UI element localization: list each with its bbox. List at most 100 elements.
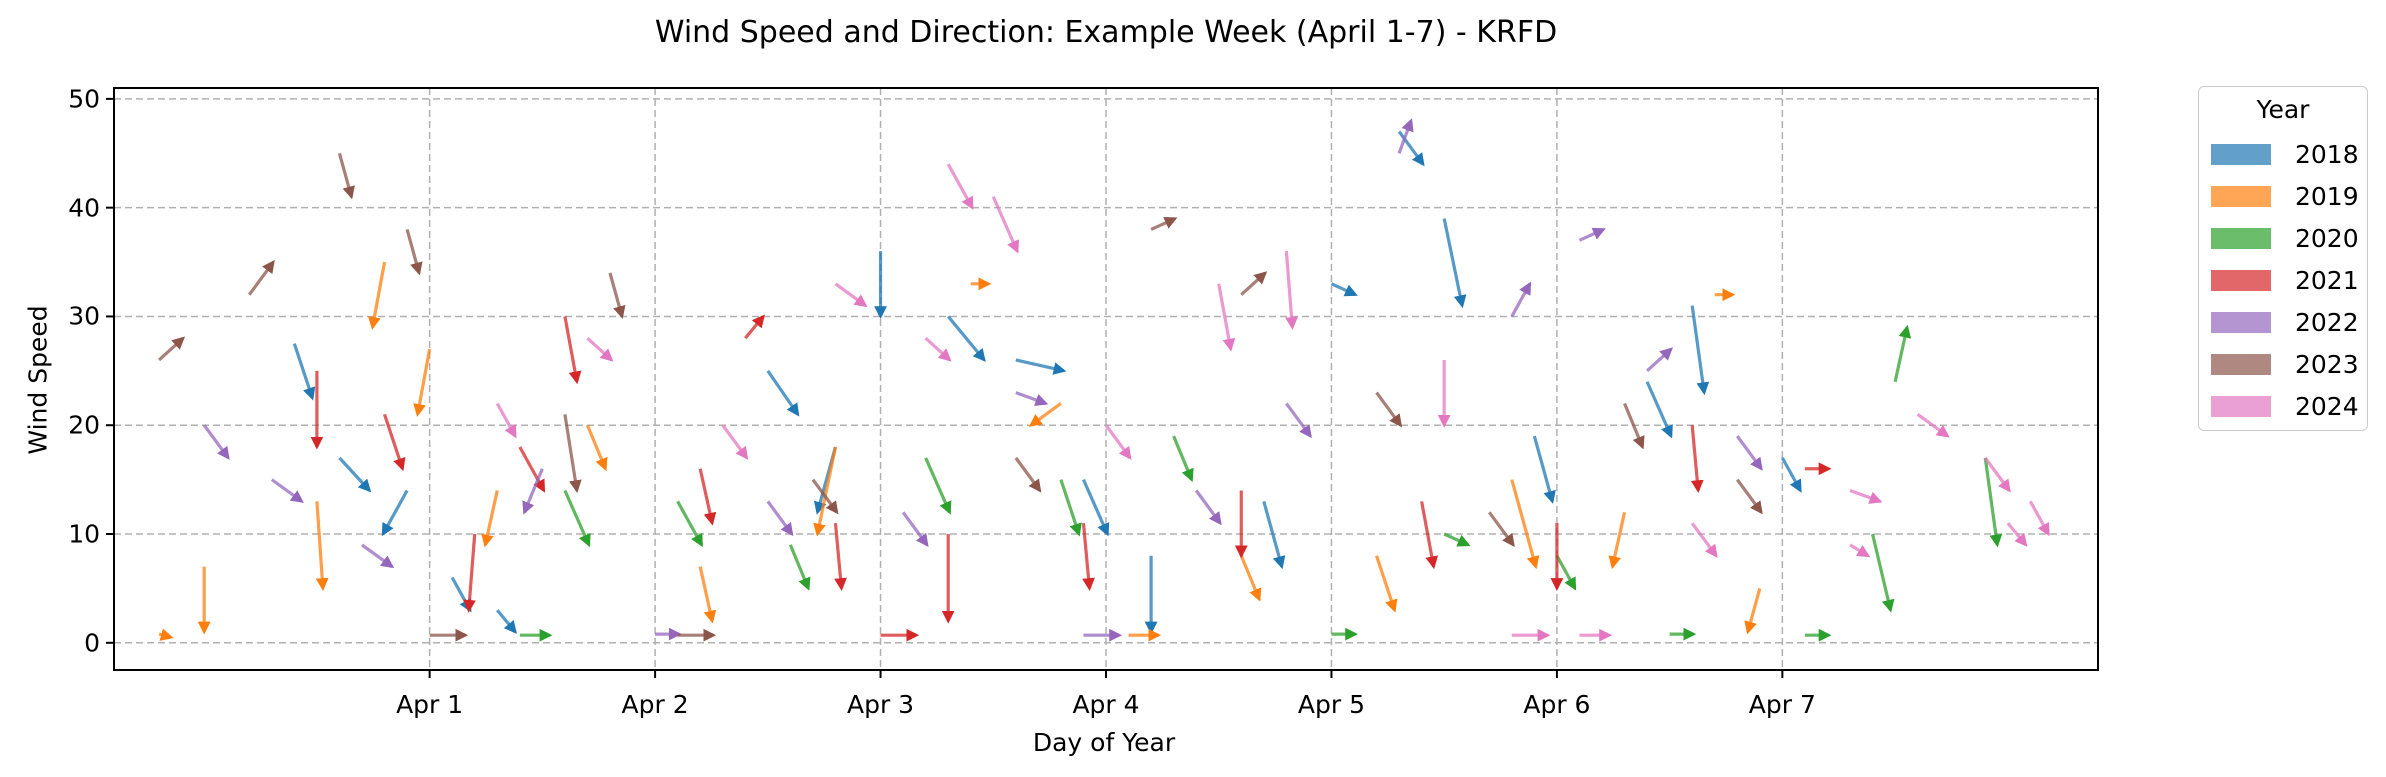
wind-arrow-2022: [766, 500, 794, 537]
legend-item-2020: 2020: [2199, 217, 2367, 259]
y-tick-label: 50: [68, 84, 100, 114]
wind-arrow-2020: [1870, 533, 1895, 613]
wind-arrow-2022: [270, 478, 304, 503]
wind-arrow-2022: [1510, 281, 1532, 318]
wind-arrow-2021: [1420, 501, 1439, 570]
y-tick-label: 40: [68, 193, 100, 223]
x-tick-label: Apr 1: [396, 690, 464, 719]
wind-arrow-2020: [1172, 435, 1194, 482]
y-axis-title: Wind Speed: [23, 305, 53, 455]
legend-label: 2023: [2295, 349, 2359, 379]
wind-arrow-2018: [766, 369, 800, 417]
wind-arrow-2023: [563, 414, 582, 494]
wind-arrow-2024: [2028, 500, 2050, 537]
wind-arrow-2023: [405, 228, 423, 276]
x-tick-label: Apr 5: [1297, 690, 1366, 719]
legend-label: 2018: [2295, 139, 2359, 169]
wind-arrow-2023: [811, 478, 839, 515]
x-axis-title: Day of Year: [1032, 728, 1176, 757]
legend-swatch: [2211, 143, 2271, 165]
wind-arrow-2018: [946, 315, 986, 362]
legend-item-2018: 2018: [2199, 133, 2367, 175]
wind-arrow-2022: [1015, 391, 1049, 407]
legend-label: 2020: [2295, 223, 2359, 253]
wind-arrow-2018: [1442, 218, 1467, 309]
x-tick-label: Apr 6: [1523, 690, 1591, 719]
wind-arrow-2018: [1645, 381, 1673, 439]
wind-arrow-2024: [1104, 424, 1132, 460]
legend-items: 2018 2019 2020 2021 2022 2023 2024: [2199, 133, 2367, 427]
wind-arrow-2021: [744, 314, 765, 340]
wind-arrow-2018: [1690, 305, 1710, 396]
wind-arrow-2020: [1059, 479, 1082, 537]
wind-arrow-2019: [1744, 587, 1762, 635]
wind-arrow-2024: [1849, 543, 1871, 558]
wind-arrow-2018: [1397, 130, 1425, 167]
chart-title: Wind Speed and Direction: Example Week (…: [654, 15, 1558, 50]
wind-arrow-2024: [1916, 413, 1950, 438]
wind-arrow-2018: [1015, 358, 1067, 375]
wind-arrow-2022: [1285, 402, 1312, 439]
x-tick-label: Apr 2: [621, 690, 689, 719]
wind-arrow-2020: [676, 500, 704, 548]
wind-arrow-2022: [202, 424, 230, 460]
wind-arrow-2024: [924, 337, 952, 362]
wind-arrow-2022: [1735, 435, 1763, 471]
wind-arrow-2021: [1081, 522, 1095, 591]
wind-arrow-2022: [901, 511, 929, 547]
wind-arrow-2019: [1375, 555, 1398, 613]
legend-swatch: [2211, 353, 2271, 375]
arrow-layer: [158, 118, 2050, 642]
wind-arrow-2023: [1150, 216, 1178, 231]
wind-arrow-2021: [463, 533, 477, 613]
grid: [114, 88, 2098, 670]
legend-swatch: [2211, 395, 2271, 417]
wind-arrow-2021: [698, 468, 717, 526]
wind-arrow-2018: [1262, 500, 1286, 570]
wind-arrow-2023: [1014, 456, 1042, 493]
legend-item-2021: 2021: [2199, 259, 2367, 301]
wind-arrow-2020: [1443, 532, 1471, 547]
wind-arrow-2019: [368, 261, 387, 330]
wind-arrow-2018: [292, 343, 316, 401]
wind-arrow-2020: [1983, 457, 2003, 548]
wind-arrow-2019: [813, 446, 838, 537]
wind-arrow-2019: [158, 628, 174, 641]
legend-item-2024: 2024: [2199, 385, 2367, 427]
wind-arrow-2024: [1284, 251, 1298, 330]
wind-arrow-2018: [496, 609, 517, 634]
wind-arrow-2019: [1608, 511, 1627, 570]
tick-marks: [106, 97, 1784, 678]
wind-arrow-2021: [833, 522, 847, 591]
wind-arrow-2024: [721, 424, 749, 460]
legend-label: 2019: [2295, 181, 2359, 211]
wind-arrow-2024: [1690, 522, 1718, 558]
wind-arrow-2018: [1780, 457, 1802, 493]
wind-arrow-2018: [1532, 435, 1556, 504]
wind-arrow-2021: [518, 446, 546, 493]
wind-arrow-2020: [1555, 555, 1577, 591]
wind-arrow-2022: [1646, 347, 1673, 373]
wind-arrow-2023: [337, 152, 355, 200]
wind-arrow-2023: [158, 336, 185, 362]
wind-arrow-2023: [1375, 391, 1403, 428]
wind-arrow-2018: [381, 489, 409, 537]
y-tick-label: 30: [68, 301, 100, 331]
wind-arrow-2019: [698, 566, 717, 624]
wind-arrow-2022: [522, 468, 544, 515]
legend-title: Year: [2256, 95, 2310, 124]
legend: Year 2018 2019 2020 2021 2022 2023 2024: [2198, 86, 2368, 431]
y-tick-label: 10: [68, 519, 100, 549]
wind-arrow-2023: [1240, 271, 1268, 296]
legend-swatch: [2211, 311, 2271, 333]
wind-arrow-2020: [1893, 324, 1912, 383]
wind-arrow-2022: [1397, 118, 1414, 154]
wind-arrow-2020: [924, 457, 952, 515]
wind-arrow-2023: [1735, 478, 1763, 515]
y-tick-label: 20: [68, 410, 100, 440]
legend-label: 2022: [2295, 307, 2359, 337]
legend-item-2019: 2019: [2199, 175, 2367, 217]
wind-arrow-2019: [1510, 479, 1540, 570]
wind-arrow-2018: [338, 456, 372, 493]
